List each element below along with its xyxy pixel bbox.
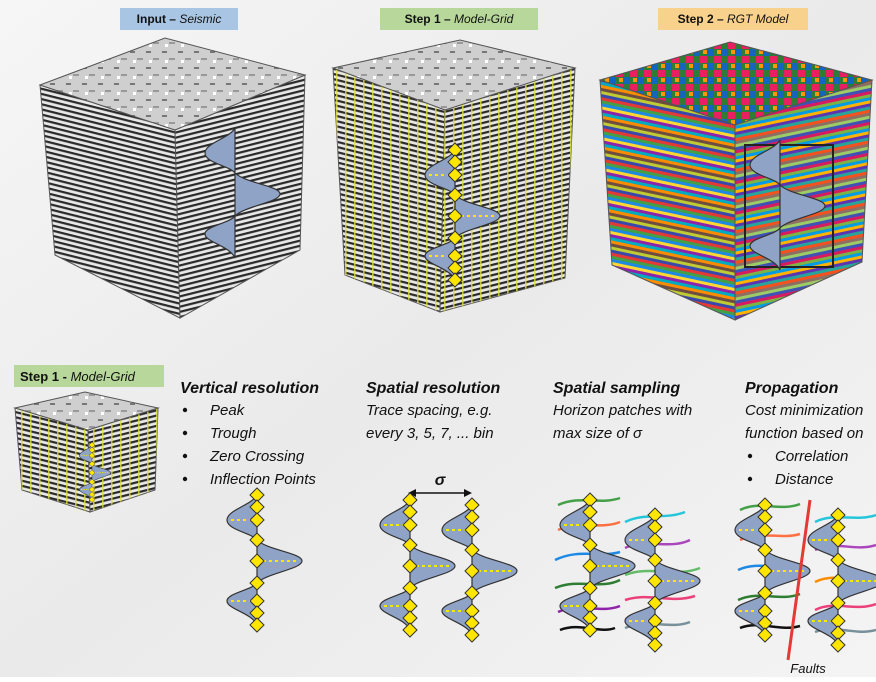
heading: Vertical resolution [180,380,319,397]
line: every 3, 5, 7, ... bin [366,425,494,442]
column: Vertical resolution Peak Trough Zero Cro… [180,380,319,632]
bottom-label: Step 1 - Model-Grid [20,369,136,384]
label-emphasis: Model-Grid [454,12,514,26]
line: Horizon patches with [553,402,692,419]
label-prefix: Step 1 - [20,369,67,384]
bullet-text: Correlation [775,448,848,465]
shape [737,592,801,602]
bullet [747,476,753,482]
small-cube [13,391,160,513]
bullet [182,476,188,482]
bullet-text: Zero Crossing [209,448,305,465]
column: Propagation Cost minimization function b… [735,380,876,676]
top-label: Input – Seismic [137,12,222,26]
shape [814,513,876,524]
shape [598,41,874,126]
label-box [380,8,538,30]
label-emphasis: Model-Grid [71,369,136,384]
line: max size of σ [553,425,643,442]
label-prefix: Step 2 – [678,12,724,26]
shape [814,602,876,612]
fault-line [786,499,812,661]
heading: Propagation [745,380,839,397]
faults-label: Faults [790,661,826,676]
heading: Spatial resolution [366,380,500,397]
label-box [14,365,164,387]
shape [333,68,445,312]
label-box [120,8,238,30]
shape [554,550,621,562]
heading: Spatial sampling [553,380,680,397]
bullet [182,430,188,436]
shape [88,408,158,512]
sigma-label: σ [435,472,447,489]
bullet-text: Peak [210,402,246,419]
column: Spatial sampling Horizon patches with ma… [553,380,700,652]
bullet-text: Inflection Points [210,471,316,488]
line: function based on [745,425,863,442]
seismic-cube [38,37,307,319]
bullet [182,453,188,459]
label-prefix: Step 1 – [405,12,451,26]
bullet [747,453,753,459]
bullet [182,407,188,413]
shape [38,37,307,131]
top-label: Step 1 – Model-Grid [405,12,514,26]
shape [13,391,160,431]
shape [440,68,575,312]
shape [331,39,577,111]
arrow-head [464,489,472,497]
rgt-cube [598,41,874,321]
label-prefix: Input – [137,12,177,26]
label-emphasis: Seismic [179,12,221,26]
line: Cost minimization [745,402,863,419]
arrow-head [408,489,416,497]
bullet-text: Distance [775,471,833,488]
shape [15,408,90,512]
label-emphasis: RGT Model [727,12,789,26]
label-box [658,8,808,30]
shape [739,623,801,630]
model-grid-cube [331,39,577,313]
top-label: Step 2 – RGT Model [678,12,789,26]
column: Spatial resolution Trace spacing, e.g. e… [366,380,517,642]
bullet-text: Trough [210,425,256,442]
line: Trace spacing, e.g. [366,402,492,419]
